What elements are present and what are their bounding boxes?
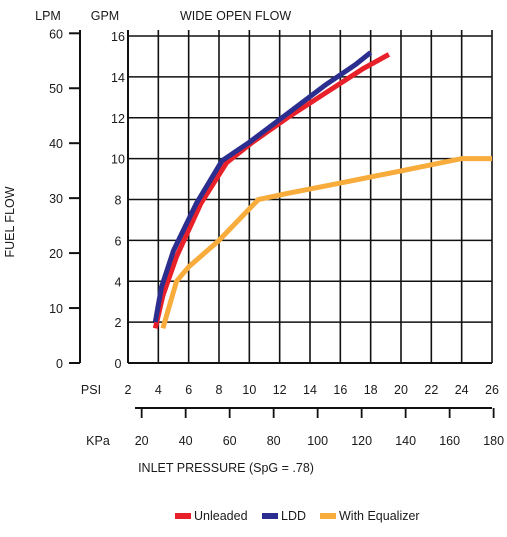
gpm-unit-label: GPM [91,9,119,23]
legend-label-unleaded: Unleaded [194,509,248,523]
lpm-tick-label: 40 [49,137,63,151]
gpm-tick-label: 10 [111,153,125,167]
grid [128,30,493,363]
psi-tick-label: 10 [242,383,256,397]
lpm-unit-label: LPM [35,9,61,23]
kpa-tick-label: 180 [483,434,504,448]
kpa-tick-label: 160 [439,434,460,448]
gpm-tick-label: 16 [111,30,125,44]
lpm-tick-label: 20 [49,247,63,261]
axes [69,30,495,418]
gpm-tick-label: 0 [115,357,122,371]
series-line-unleaded [152,52,391,329]
psi-tick-label: 6 [185,383,192,397]
tick-labels: 2 4 6 8 10 12 14 16 18 20 22 24 26024681012141601020… [49,27,504,448]
psi-tick-label: 20 [394,383,408,397]
gpm-tick-label: 6 [115,234,122,248]
lpm-tick-label: 60 [49,27,63,41]
series-line-ldd [152,50,373,323]
legend-label-with-equalizer: With Equalizer [339,509,420,523]
psi-tick-label: 4 [155,383,162,397]
kpa-unit-label: KPa [86,434,110,448]
legend-swatch-ldd [262,513,278,519]
psi-tick-label: 2 [125,383,132,397]
legend-swatch-with-equalizer [320,513,336,519]
legend-swatch-unleaded [175,513,191,519]
kpa-tick-label: 80 [267,434,281,448]
psi-unit-label: PSI [81,383,101,397]
psi-tick-label: 8 [216,383,223,397]
kpa-tick-label: 60 [223,434,237,448]
psi-tick-label: 12 [273,383,287,397]
kpa-tick-label: 20 [135,434,149,448]
x-axis-title: INLET PRESSURE (SpG = .78) [138,461,314,475]
gpm-tick-label: 8 [115,194,122,208]
gpm-tick-label: 12 [111,112,125,126]
y-axis-title: FUEL FLOW [3,186,17,257]
lpm-tick-label: 10 [49,302,63,316]
lpm-tick-label: 50 [49,82,63,96]
psi-tick-label: 14 [303,383,317,397]
kpa-tick-label: 120 [351,434,372,448]
psi-tick-label: 18 [364,383,378,397]
lpm-tick-label: 0 [56,357,63,371]
psi-tick-label: 26 [485,383,499,397]
gpm-tick-label: 14 [111,71,125,85]
kpa-tick-label: 40 [179,434,193,448]
labels: LPM GPM WIDE OPEN FLOW FUEL FLOW PSI KPa… [3,9,314,475]
psi-tick-label: 16 [333,383,347,397]
legend-label-ldd: LDD [281,509,306,523]
kpa-tick-label: 100 [307,434,328,448]
gpm-tick-label: 4 [115,275,122,289]
legend: Unleaded LDD With Equalizer [175,509,420,523]
kpa-tick-label: 140 [395,434,416,448]
chart-title: WIDE OPEN FLOW [180,9,291,23]
gpm-tick-label: 2 [115,316,122,330]
psi-tick-label: 22 [424,383,438,397]
lpm-tick-label: 30 [49,192,63,206]
series-line-with-equalizer [160,156,492,329]
psi-tick-label: 24 [455,383,469,397]
series-lines [152,50,492,329]
